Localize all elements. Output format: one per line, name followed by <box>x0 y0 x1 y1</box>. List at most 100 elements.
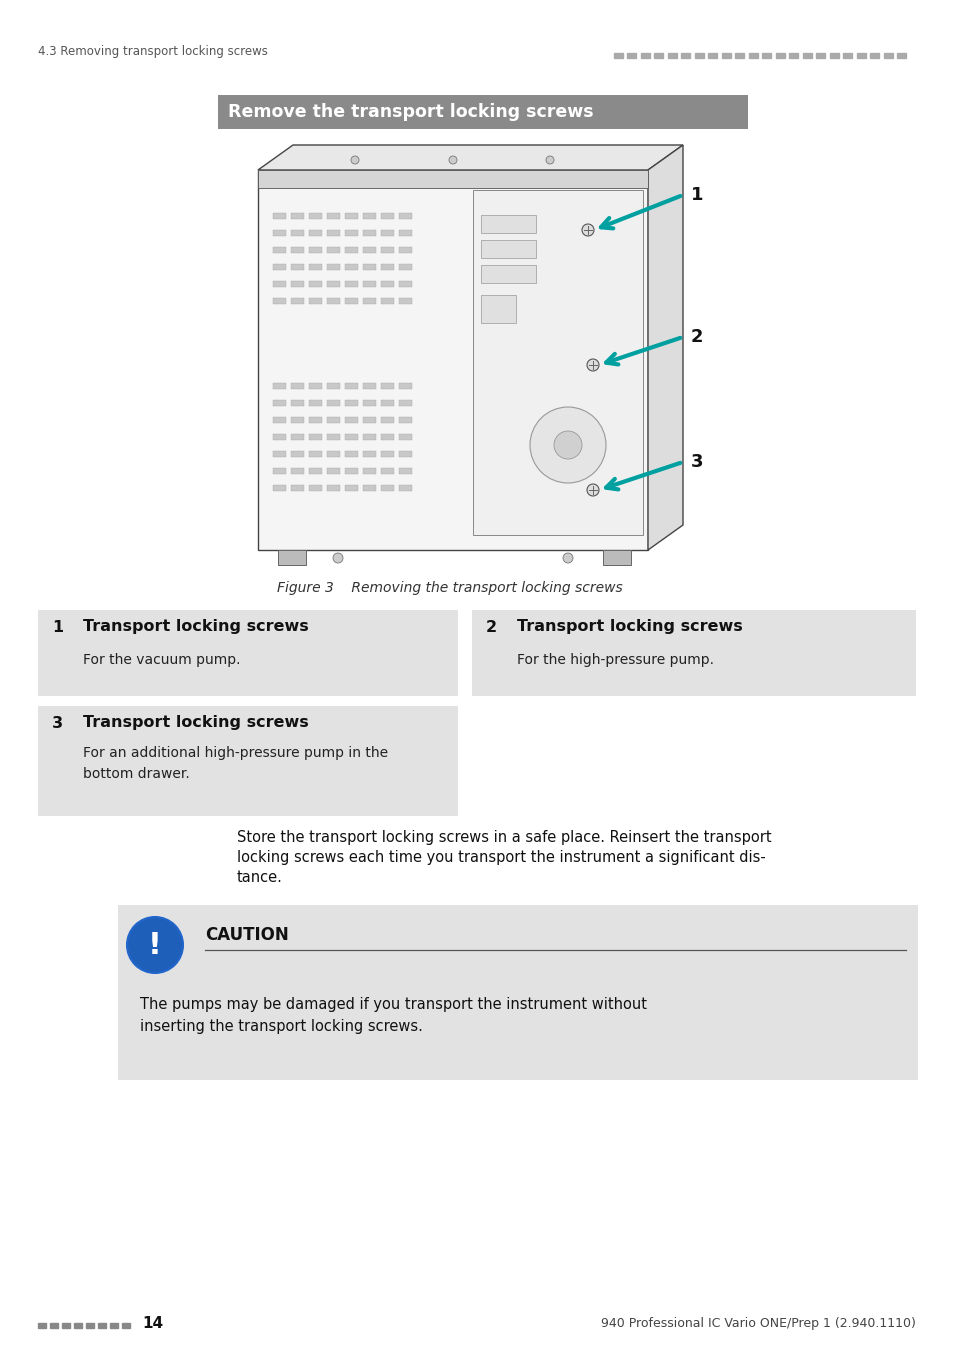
Bar <box>380 468 394 474</box>
Text: Transport locking screws: Transport locking screws <box>83 620 309 634</box>
Bar <box>856 53 865 58</box>
Text: Transport locking screws: Transport locking screws <box>517 620 742 634</box>
Bar <box>309 247 322 252</box>
Bar <box>897 53 905 58</box>
Bar <box>291 417 304 423</box>
Bar <box>398 485 412 491</box>
Bar <box>291 400 304 406</box>
Bar <box>309 213 322 219</box>
Bar <box>816 53 824 58</box>
Bar <box>775 53 784 58</box>
Bar <box>327 417 339 423</box>
Bar <box>345 451 357 458</box>
Text: CAUTION: CAUTION <box>205 926 289 944</box>
Bar <box>309 417 322 423</box>
Circle shape <box>530 406 605 483</box>
Bar <box>291 230 304 236</box>
Text: locking screws each time you transport the instrument a significant dis-: locking screws each time you transport t… <box>236 850 765 865</box>
Bar <box>309 298 322 304</box>
Text: For an additional high-pressure pump in the: For an additional high-pressure pump in … <box>83 747 388 760</box>
Bar <box>345 230 357 236</box>
Bar <box>273 468 286 474</box>
Bar <box>291 247 304 252</box>
Bar <box>380 433 394 440</box>
Bar <box>327 230 339 236</box>
Bar <box>380 213 394 219</box>
Bar <box>309 230 322 236</box>
Bar <box>614 53 622 58</box>
Bar <box>695 53 703 58</box>
Bar <box>380 383 394 389</box>
Circle shape <box>449 157 456 163</box>
Bar <box>363 213 375 219</box>
Bar <box>291 383 304 389</box>
Text: For the high-pressure pump.: For the high-pressure pump. <box>517 653 713 667</box>
Bar <box>345 247 357 252</box>
Bar <box>398 265 412 270</box>
Bar <box>273 485 286 491</box>
Bar <box>380 451 394 458</box>
Bar <box>363 247 375 252</box>
Text: The pumps may be damaged if you transport the instrument without: The pumps may be damaged if you transpor… <box>140 998 646 1012</box>
Bar <box>380 417 394 423</box>
Bar <box>74 1323 82 1328</box>
Bar <box>309 281 322 288</box>
Bar <box>363 298 375 304</box>
Bar <box>98 1323 106 1328</box>
Text: 3: 3 <box>690 454 702 471</box>
Bar <box>327 247 339 252</box>
Bar <box>291 281 304 288</box>
Bar <box>273 265 286 270</box>
Bar <box>398 433 412 440</box>
Circle shape <box>562 554 573 563</box>
Bar <box>363 230 375 236</box>
Bar <box>327 213 339 219</box>
Circle shape <box>586 359 598 371</box>
Bar <box>802 53 811 58</box>
Bar <box>480 240 536 258</box>
Bar <box>309 433 322 440</box>
Bar <box>291 265 304 270</box>
Bar <box>309 400 322 406</box>
Bar <box>273 281 286 288</box>
Bar <box>345 213 357 219</box>
Text: 1: 1 <box>52 620 63 634</box>
Bar <box>345 468 357 474</box>
Bar <box>473 190 642 535</box>
Bar <box>291 433 304 440</box>
Bar <box>398 451 412 458</box>
Circle shape <box>586 485 598 495</box>
Bar <box>398 230 412 236</box>
Bar <box>273 433 286 440</box>
Bar <box>345 433 357 440</box>
Bar <box>218 95 747 130</box>
Bar <box>398 383 412 389</box>
Bar <box>380 265 394 270</box>
Bar <box>309 383 322 389</box>
Bar <box>480 215 536 234</box>
Bar <box>708 53 717 58</box>
Polygon shape <box>647 144 682 549</box>
Bar <box>480 265 536 284</box>
Text: 940 Professional IC Vario ONE/Prep 1 (2.940.1110): 940 Professional IC Vario ONE/Prep 1 (2.… <box>600 1318 915 1331</box>
Bar <box>257 170 647 188</box>
Bar <box>309 485 322 491</box>
Bar <box>363 400 375 406</box>
Bar <box>398 417 412 423</box>
Text: 2: 2 <box>690 328 702 346</box>
Bar <box>380 281 394 288</box>
Text: bottom drawer.: bottom drawer. <box>83 767 190 782</box>
Bar <box>273 451 286 458</box>
Bar <box>363 451 375 458</box>
Bar <box>38 1323 46 1328</box>
Bar <box>480 296 516 323</box>
Bar <box>398 213 412 219</box>
Bar <box>291 451 304 458</box>
Bar <box>345 485 357 491</box>
Bar <box>273 298 286 304</box>
Bar <box>273 230 286 236</box>
Circle shape <box>581 224 594 236</box>
Bar <box>602 549 630 566</box>
Text: inserting the transport locking screws.: inserting the transport locking screws. <box>140 1019 422 1034</box>
Bar <box>273 400 286 406</box>
